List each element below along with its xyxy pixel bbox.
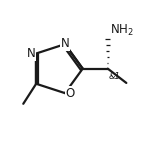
- Text: &1: &1: [109, 72, 121, 81]
- Text: O: O: [66, 87, 75, 100]
- Text: N: N: [27, 47, 35, 60]
- Text: N: N: [61, 37, 69, 50]
- Text: NH$_2$: NH$_2$: [110, 23, 134, 38]
